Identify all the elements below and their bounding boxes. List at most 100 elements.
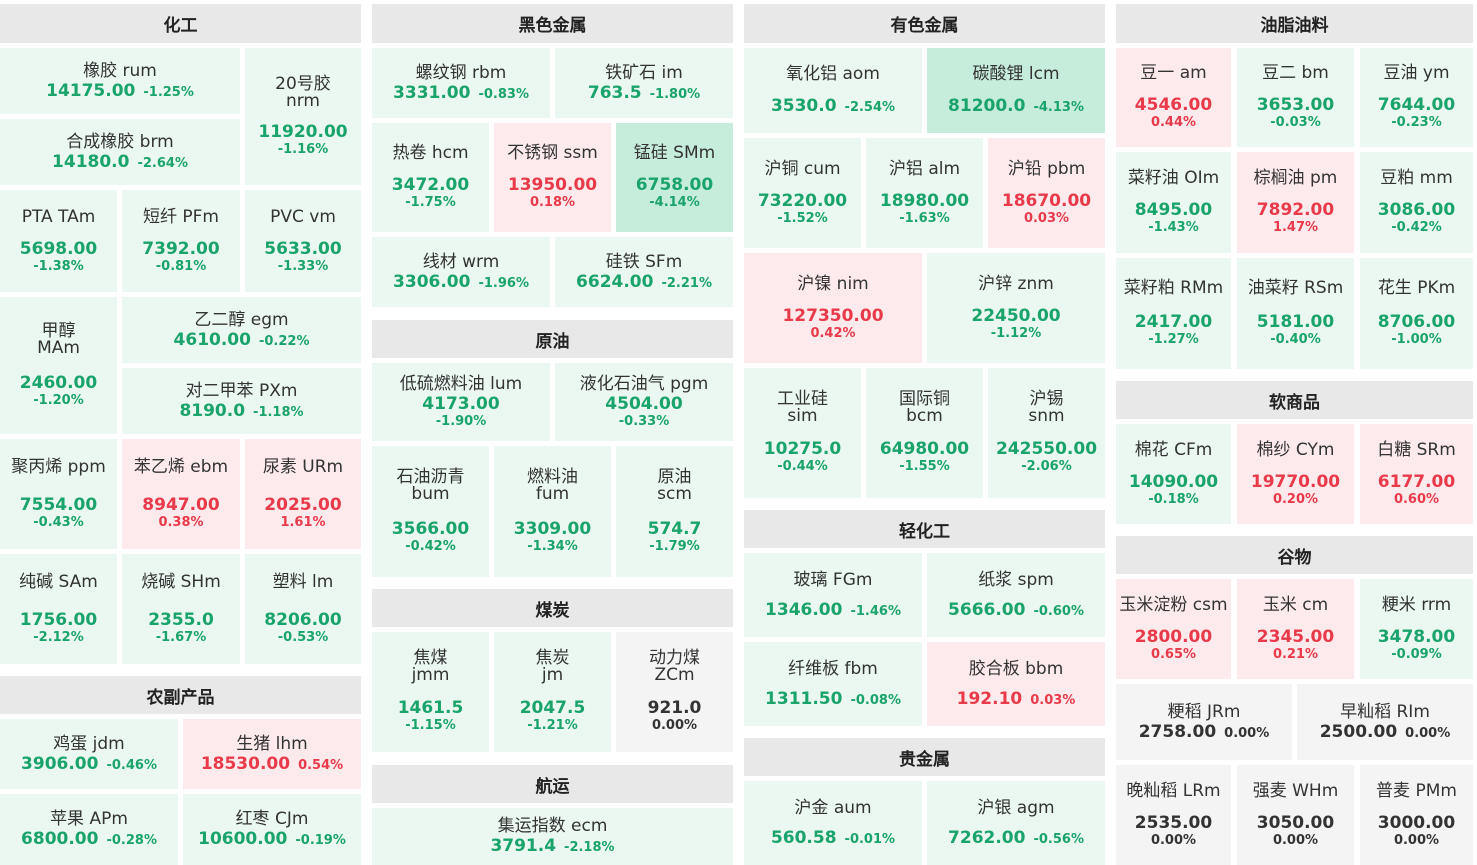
- tile-APm[interactable]: 苹果 APm 6800.00 -0.28%: [0, 794, 178, 865]
- tile-snm[interactable]: 沪锡 snm 242550.00 -2.06%: [988, 368, 1105, 498]
- tile-pgm[interactable]: 液化石油气 pgm 4504.00 -0.33%: [555, 363, 733, 441]
- tile-PFm[interactable]: 短纤 PFm 7392.00 -0.81%: [122, 190, 240, 292]
- tile-wrm[interactable]: 线材 wrm 3306.00 -1.96%: [372, 237, 550, 307]
- tile-mm[interactable]: 豆粕 mm 3086.00 -0.42%: [1360, 152, 1473, 253]
- tile-OIm[interactable]: 菜籽油 OIm 8495.00 -1.43%: [1116, 152, 1231, 253]
- tile-lum[interactable]: 低硫燃料油 lum 4173.00 -1.90%: [372, 363, 550, 441]
- tile-jm[interactable]: 焦炭 jm 2047.5 -1.21%: [494, 632, 611, 752]
- tile-ssm[interactable]: 不锈钢 ssm 13950.00 0.18%: [494, 123, 611, 232]
- tile-JRm[interactable]: 粳稻 JRm 2758.00 0.00%: [1116, 684, 1292, 760]
- tile-bcm[interactable]: 国际铜 bcm 64980.00 -1.55%: [866, 368, 983, 498]
- tile-vm[interactable]: PVC vm 5633.00 -1.33%: [245, 190, 361, 292]
- tile-rrm[interactable]: 粳米 rrm 3478.00 -0.09%: [1360, 579, 1473, 679]
- tile-TAm[interactable]: PTA TAm 5698.00 -1.38%: [0, 190, 117, 292]
- tile-change: -1.15%: [405, 718, 456, 733]
- tile-change: -0.19%: [295, 833, 346, 848]
- tile-change: -2.54%: [844, 100, 896, 115]
- tile-CJm[interactable]: 红枣 CJm 10600.00 -0.19%: [183, 794, 361, 865]
- tile-am[interactable]: 豆一 am 4546.00 0.44%: [1116, 48, 1231, 147]
- tile-bm[interactable]: 豆二 bm 3653.00 -0.03%: [1237, 48, 1354, 147]
- tile-egm[interactable]: 乙二醇 egm 4610.00 -0.22%: [122, 297, 361, 363]
- tile-change: 0.00%: [1272, 832, 1319, 848]
- tile-hcm[interactable]: 热卷 hcm 3472.00 -1.75%: [372, 123, 489, 232]
- tile-jmm[interactable]: 焦煤 jmm 1461.5 -1.15%: [372, 632, 489, 752]
- tile-SHm[interactable]: 烧碱 SHm 2355.0 -1.67%: [122, 554, 240, 664]
- tile-SMm[interactable]: 锰硅 SMm 6758.00 -4.14%: [616, 123, 733, 232]
- tile-bum[interactable]: 石油沥青 bum 3566.00 -0.42%: [372, 446, 489, 577]
- tile-jdm[interactable]: 鸡蛋 jdm 3906.00 -0.46%: [0, 719, 178, 789]
- tile-PXm[interactable]: 对二甲苯 PXm 8190.0 -1.18%: [122, 368, 361, 434]
- tile-name: 螺纹钢 rbm: [415, 62, 507, 83]
- tile-nrm[interactable]: 20号胶 nrm 11920.00 -1.16%: [245, 48, 361, 185]
- tile-price: 6177.00: [1377, 471, 1456, 492]
- tile-price: 4504.00: [605, 393, 683, 414]
- tile-csm[interactable]: 玉米淀粉 csm 2800.00 0.65%: [1116, 579, 1231, 679]
- tile-ppm[interactable]: 聚丙烯 ppm 7554.00 -0.43%: [0, 439, 117, 549]
- tile-RSm[interactable]: 油菜籽 RSm 5181.00 -0.40%: [1237, 258, 1354, 369]
- tile-price: 2800.00: [1134, 626, 1213, 647]
- tile-name: 橡胶 rum: [83, 60, 157, 81]
- tile-name: 玉米 cm: [1262, 594, 1329, 615]
- tile-aum[interactable]: 沪金 aum 560.58 -0.01%: [744, 781, 922, 865]
- tile-LRm[interactable]: 晚籼稻 LRm 2535.00 0.00%: [1116, 765, 1231, 865]
- tile-WHm[interactable]: 强麦 WHm 3050.00 0.00%: [1237, 765, 1354, 865]
- tile-RIm[interactable]: 早籼稻 RIm 2500.00 0.00%: [1297, 684, 1473, 760]
- tile-ebm[interactable]: 苯乙烯 ebm 8947.00 0.38%: [122, 439, 240, 549]
- tile-name: 纯碱 SAm: [19, 571, 98, 592]
- tile-name: 原油: [657, 466, 692, 487]
- tile-change: -0.22%: [258, 333, 310, 349]
- tile-im[interactable]: 铁矿石 im 763.5 -1.80%: [555, 48, 733, 118]
- tile-ecm[interactable]: 集运指数 ecm 3791.4 -2.18%: [372, 808, 733, 865]
- tile-MAm[interactable]: 甲醇 MAm 2460.00 -1.20%: [0, 297, 117, 434]
- tile-price: 64980.00: [879, 439, 970, 459]
- tile-znm[interactable]: 沪锌 znm 22450.00 -1.12%: [927, 253, 1105, 363]
- tile-lhm[interactable]: 生猪 lhm 18530.00 0.54%: [183, 719, 361, 789]
- tile-pbm[interactable]: 沪铅 pbm 18670.00 0.03%: [988, 138, 1105, 248]
- tile-agm[interactable]: 沪银 agm 7262.00 -0.56%: [927, 781, 1105, 865]
- tile-brm[interactable]: 合成橡胶 brm 14180.0 -2.64%: [0, 119, 240, 185]
- tile-price: 7644.00: [1377, 95, 1456, 115]
- tile-name: 苹果 APm: [50, 809, 128, 829]
- tile-scm[interactable]: 原油 scm 574.7 -1.79%: [616, 446, 733, 577]
- tile-RMm[interactable]: 菜籽粕 RMm 2417.00 -1.27%: [1116, 258, 1231, 369]
- tile-ZCm[interactable]: 动力煤 ZCm 921.0 0.00%: [616, 632, 733, 752]
- tile-PMm[interactable]: 普麦 PMm 3000.00 0.00%: [1360, 765, 1473, 865]
- tile-price: 3086.00: [1377, 200, 1456, 220]
- tile-bbm[interactable]: 胶合板 bbm 192.10 0.03%: [927, 642, 1105, 726]
- tile-price: 7392.00: [142, 238, 220, 259]
- tile-PKm[interactable]: 花生 PKm 8706.00 -1.00%: [1360, 258, 1473, 369]
- tile-aom[interactable]: 氧化铝 aom 3530.0 -2.54%: [744, 48, 922, 133]
- tile-cm[interactable]: 玉米 cm 2345.00 0.21%: [1237, 579, 1354, 679]
- section-header-chem: 化工: [0, 4, 361, 43]
- tile-price: 3653.00: [1256, 95, 1335, 115]
- tile-rbm[interactable]: 螺纹钢 rbm 3331.00 -0.83%: [372, 48, 550, 118]
- tile-pm[interactable]: 棕榈油 pm 7892.00 1.47%: [1237, 152, 1354, 253]
- tile-SRm[interactable]: 白糖 SRm 6177.00 0.60%: [1360, 424, 1473, 524]
- tile-change: -2.12%: [33, 629, 84, 645]
- tile-code: jm: [541, 665, 564, 685]
- tile-cum[interactable]: 沪铜 cum 73220.00 -1.52%: [744, 138, 861, 248]
- tile-fum[interactable]: 燃料油 fum 3309.00 -1.34%: [494, 446, 611, 577]
- tile-lm[interactable]: 塑料 lm 8206.00 -0.53%: [245, 554, 361, 664]
- tile-name: 焦炭: [535, 648, 570, 668]
- tile-spm[interactable]: 纸浆 spm 5666.00 -0.60%: [927, 553, 1105, 637]
- tile-price: 2460.00: [19, 372, 98, 393]
- tile-SFm[interactable]: 硅铁 SFm 6624.00 -2.21%: [555, 237, 733, 307]
- tile-change: -0.43%: [33, 514, 84, 530]
- tile-SAm[interactable]: 纯碱 SAm 1756.00 -2.12%: [0, 554, 117, 664]
- tile-alm[interactable]: 沪铝 alm 18980.00 -1.63%: [866, 138, 983, 248]
- tile-name: 油菜籽 RSm: [1247, 278, 1344, 298]
- tile-nim[interactable]: 沪镍 nim 127350.00 0.42%: [744, 253, 922, 363]
- tile-ym[interactable]: 豆油 ym 7644.00 -0.23%: [1360, 48, 1473, 147]
- tile-URm[interactable]: 尿素 URm 2025.00 1.61%: [245, 439, 361, 549]
- tile-fbm[interactable]: 纤维板 fbm 1311.50 -0.08%: [744, 642, 922, 726]
- tile-CYm[interactable]: 棉纱 CYm 19770.00 0.20%: [1237, 424, 1354, 524]
- tile-price: 2047.5: [519, 698, 586, 718]
- tile-change: -0.46%: [106, 757, 157, 773]
- tile-rum[interactable]: 橡胶 rum 14175.00 -1.25%: [0, 48, 240, 114]
- tile-FGm[interactable]: 玻璃 FGm 1346.00 -1.46%: [744, 553, 922, 637]
- tile-name: 棉花 CFm: [1134, 439, 1213, 460]
- tile-lcm[interactable]: 碳酸锂 lcm 81200.0 -4.13%: [927, 48, 1105, 133]
- tile-sim[interactable]: 工业硅 sim 10275.0 -0.44%: [744, 368, 861, 498]
- tile-CFm[interactable]: 棉花 CFm 14090.00 -0.18%: [1116, 424, 1231, 524]
